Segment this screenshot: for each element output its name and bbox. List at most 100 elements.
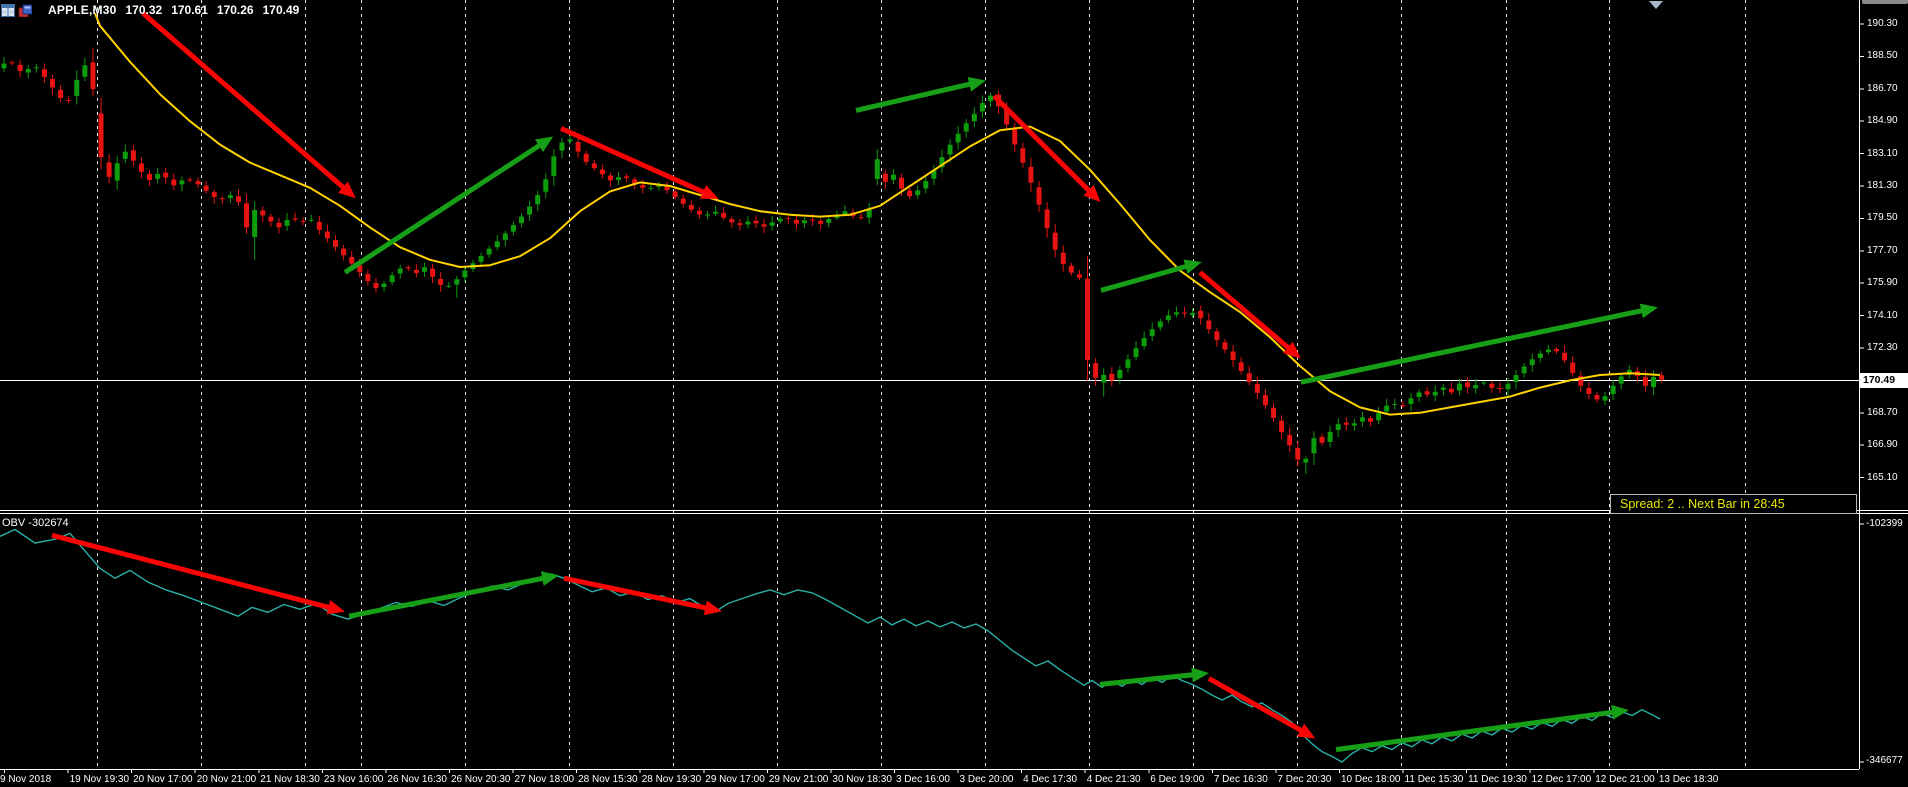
candle-body — [1238, 362, 1244, 371]
candle-body — [979, 103, 985, 112]
ohlc-open: 170.32 — [125, 3, 163, 17]
candle-body — [1642, 377, 1648, 386]
candle-body — [899, 177, 905, 189]
candle-body — [1392, 404, 1398, 406]
candle-body — [1068, 265, 1074, 273]
trend-arrow-red — [992, 94, 1101, 203]
price-tick-label: 186.70 — [1867, 82, 1898, 94]
time-axis-label: 20 Nov 21:00 — [196, 774, 257, 785]
candle-body — [1085, 278, 1091, 361]
trend-arrow-green — [855, 76, 986, 113]
candle-body — [357, 265, 363, 273]
scale-corner-strip — [1862, 0, 1908, 4]
candle-body — [308, 219, 314, 221]
candle-body — [58, 89, 64, 99]
candle-body — [1101, 374, 1107, 383]
candle-body — [1618, 376, 1624, 384]
time-axis-label: 12 Dec 21:00 — [1595, 774, 1655, 785]
candle-body — [1279, 420, 1285, 433]
candle-body — [430, 268, 436, 277]
candlestick-series — [1, 47, 1665, 474]
candle-body — [349, 256, 355, 264]
candle-body — [559, 142, 565, 151]
candle-body — [793, 219, 799, 224]
candle-body — [842, 211, 848, 215]
candle-body — [1246, 373, 1252, 382]
candle-body — [1562, 352, 1568, 361]
candle-body — [9, 62, 15, 64]
candle-body — [777, 218, 783, 222]
time-axis-label: 12 Dec 17:00 — [1531, 774, 1592, 785]
candle-body — [421, 267, 427, 272]
price-tick-label: 166.90 — [1867, 439, 1898, 451]
price-tick-label: 165.10 — [1867, 471, 1898, 483]
time-axis-label: 4 Dec 17:30 — [1023, 774, 1078, 785]
candle-body — [454, 279, 460, 285]
candle-body — [785, 217, 791, 219]
candle-body — [1359, 417, 1365, 422]
trend-arrow-red — [141, 11, 356, 199]
candle-body — [292, 218, 298, 220]
candle-body — [90, 62, 96, 90]
candle-body — [1440, 387, 1446, 391]
candle-body — [155, 173, 161, 179]
candle-body — [1319, 436, 1325, 443]
candle-body — [616, 177, 622, 180]
candle-body — [1400, 405, 1406, 407]
candle-body — [1206, 320, 1212, 330]
candle-body — [1271, 407, 1277, 418]
candle-body — [713, 211, 719, 214]
time-axis-label: 28 Nov 19:30 — [641, 774, 702, 785]
candle-body — [810, 219, 816, 221]
candle-body — [987, 95, 993, 102]
chart-window-icon — [18, 4, 33, 17]
obv-name: OBV — [2, 517, 26, 529]
candle-body — [179, 180, 185, 185]
candle-body — [1, 63, 7, 69]
candle-body — [195, 181, 201, 185]
candle-body — [494, 241, 500, 248]
candle-body — [963, 123, 969, 132]
candle-body — [1368, 418, 1374, 422]
candle-body — [1254, 384, 1260, 393]
candle-body — [462, 270, 468, 278]
candle-body — [1343, 422, 1349, 425]
candle-body — [235, 196, 241, 202]
candle-body — [632, 179, 638, 185]
candle-body — [1529, 359, 1535, 366]
time-axis-label: 3 Dec 16:00 — [895, 774, 950, 785]
obv-scale-min-label: -346677 — [1866, 755, 1903, 766]
time-axis-label: 7 Dec 20:30 — [1277, 774, 1332, 785]
candle-body — [1173, 312, 1179, 315]
candle-body — [389, 275, 395, 283]
trend-arrow-green — [1100, 259, 1202, 293]
candle-body — [98, 113, 104, 158]
candle-body — [324, 231, 330, 239]
candle-body — [1093, 363, 1099, 378]
price-tick-label: 177.70 — [1867, 244, 1898, 256]
candle-body — [1141, 338, 1147, 347]
symbol-timeframe-label: APPLE,M30 — [48, 3, 117, 17]
candle-body — [341, 248, 347, 256]
obv-trend-arrow-red — [51, 532, 345, 615]
obv-trend-arrow-red — [563, 575, 722, 616]
candle-body — [50, 78, 56, 88]
time-axis-label: 26 Nov 20:30 — [450, 774, 511, 785]
candle-body — [365, 274, 371, 282]
candle-body — [227, 195, 233, 199]
candle-body — [1521, 366, 1527, 374]
candle-body — [1610, 385, 1616, 395]
candle-body — [753, 220, 759, 224]
candle-body — [82, 65, 88, 77]
candle-body — [1570, 362, 1576, 373]
candle-body — [1149, 329, 1155, 337]
candle-body — [1505, 383, 1511, 390]
candle-body — [276, 222, 282, 228]
price-tick-label: 190.30 — [1867, 18, 1898, 29]
candle-body — [1384, 405, 1390, 412]
candle-body — [1327, 431, 1333, 442]
ohlc-close: 170.49 — [262, 3, 300, 17]
candle-body — [1497, 388, 1503, 390]
time-axis-label: 7 Dec 16:30 — [1213, 774, 1268, 785]
